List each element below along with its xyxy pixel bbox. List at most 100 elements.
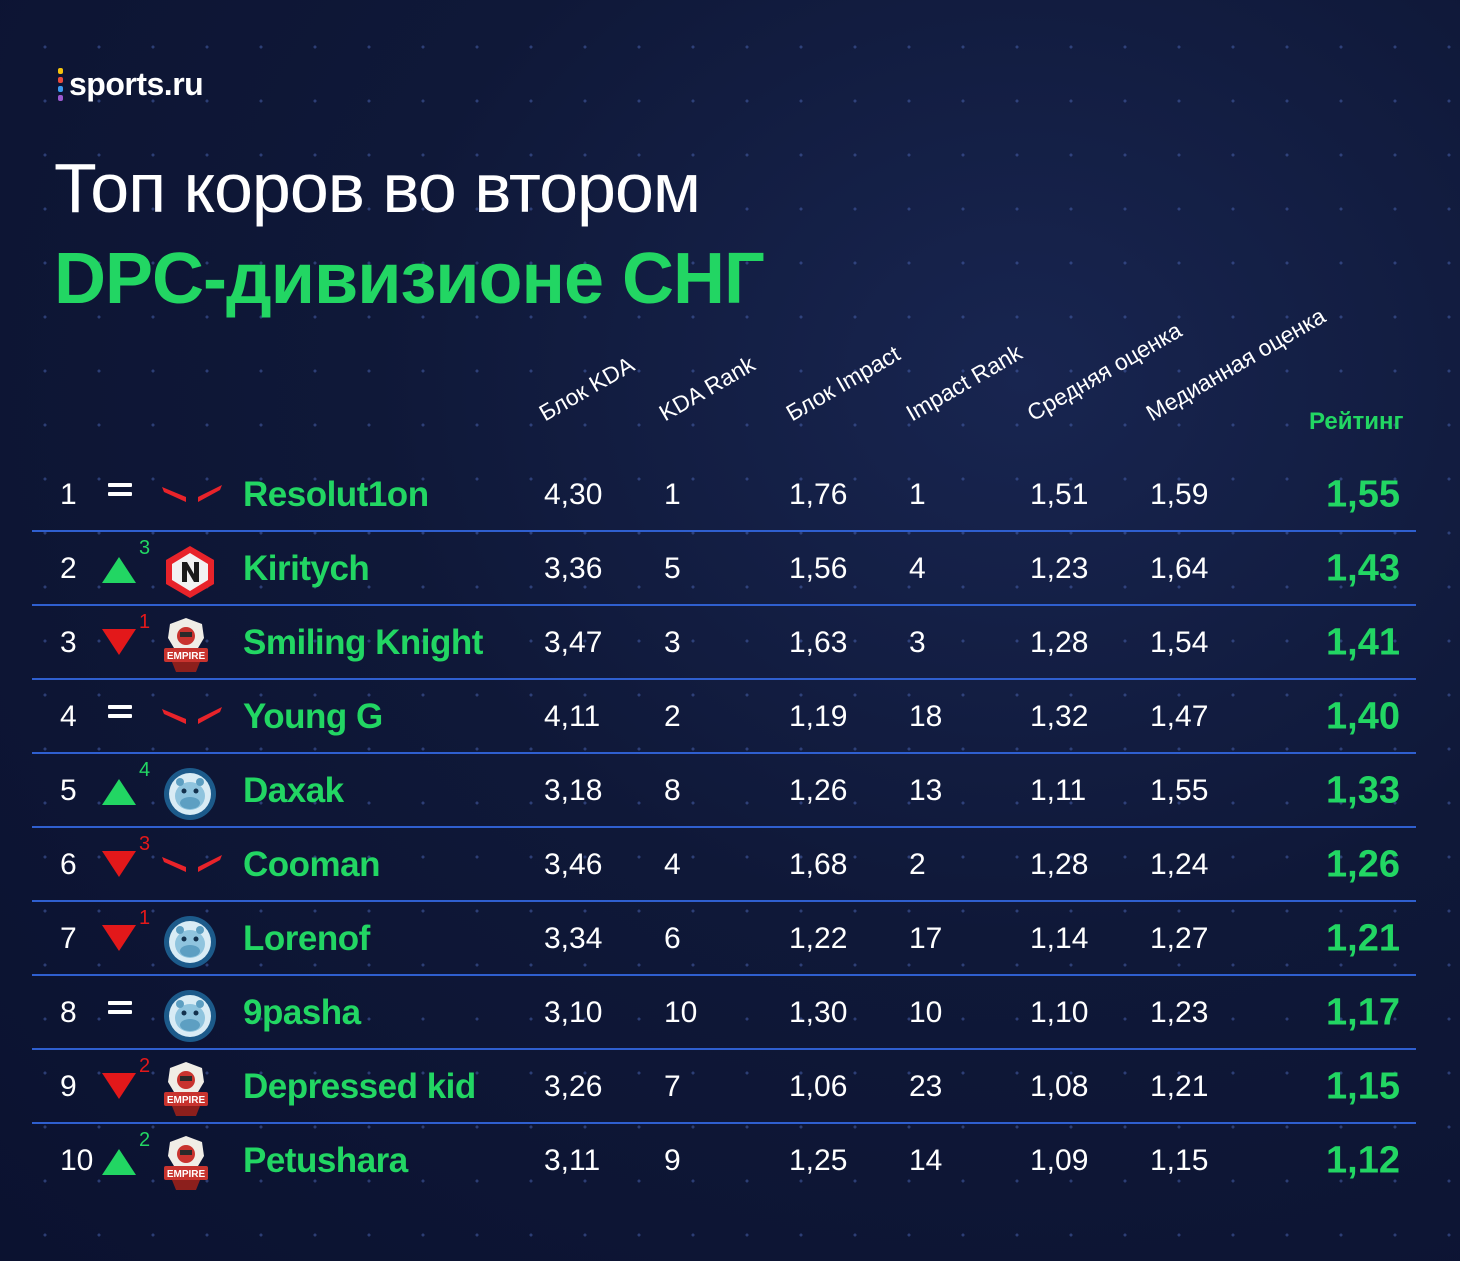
page-title-line1: Топ коров во втором [54, 149, 701, 227]
table-row: 9 2 EMPIRE Depressed kid 3,26 7 1,06 23 1,08 1,21… [32, 1050, 1416, 1124]
row-divider [32, 530, 1416, 532]
rating-value: 1,33 [1326, 769, 1400, 812]
svg-text:EMPIRE: EMPIRE [167, 1169, 206, 1180]
kda-value: 4,30 [544, 478, 603, 511]
rank-change-value: 3 [139, 833, 151, 855]
rank-number: 10 [60, 1144, 94, 1177]
kda-value: 4,11 [544, 700, 601, 733]
sports-ru-logo[interactable]: sports.ru [58, 62, 204, 106]
arrow-down-icon [102, 925, 136, 951]
arrow-down-icon [102, 851, 136, 877]
impact-rank-value: 14 [909, 1144, 943, 1177]
impact-value: 1,68 [789, 848, 848, 881]
row-divider [32, 678, 1416, 680]
kda-rank-value: 5 [664, 552, 681, 585]
table-row: 1 Resolut1on 4,30 1 1,76 1 1,51 1,59 1,55 [32, 458, 1416, 532]
row-divider [32, 1122, 1416, 1124]
kda-value: 3,47 [544, 626, 603, 659]
table-row: 7 1 Lorenof 3,34 6 1,22 17 1,14 1,27 1,21 [32, 902, 1416, 976]
impact-value: 1,26 [789, 774, 848, 807]
median-score-value: 1,24 [1150, 848, 1209, 881]
rank-change: 2 [102, 1055, 162, 1107]
table-row: 4 Young G 4,11 2 1,19 18 1,32 1,47 1,40 [32, 680, 1416, 754]
rank-change-value: 3 [139, 537, 151, 559]
player-name: Resolut1on [243, 475, 429, 514]
player-name: 9pasha [243, 993, 361, 1032]
kda-rank-value: 4 [664, 848, 681, 881]
median-score-value: 1,27 [1150, 922, 1209, 955]
table-row: 5 4 Daxak 3,18 8 1,26 13 1,11 1,55 1,33 [32, 754, 1416, 828]
svg-text:EMPIRE: EMPIRE [167, 651, 206, 662]
rating-value: 1,26 [1326, 843, 1400, 886]
rank-number: 2 [60, 552, 77, 585]
impact-rank-value: 10 [909, 996, 943, 1029]
no-change-icon [108, 999, 132, 1017]
row-divider [32, 974, 1416, 976]
logo-dots-icon [58, 67, 63, 101]
no-change-icon [108, 703, 132, 721]
impact-rank-value: 13 [909, 774, 943, 807]
rank-change: 3 [102, 833, 162, 885]
avg-score-value: 1,14 [1030, 922, 1089, 955]
median-score-value: 1,55 [1150, 774, 1209, 807]
kda-rank-value: 8 [664, 774, 681, 807]
impact-value: 1,76 [789, 478, 848, 511]
impact-value: 1,22 [789, 922, 848, 955]
kda-rank-value: 9 [664, 1144, 681, 1177]
avg-score-value: 1,51 [1030, 478, 1089, 511]
rank-number: 8 [60, 996, 77, 1029]
table-row: 8 9pasha 3,10 10 1,30 10 1,10 1,23 1,17 [32, 976, 1416, 1050]
kda-rank-value: 7 [664, 1070, 681, 1103]
row-divider [32, 1048, 1416, 1050]
impact-value: 1,19 [789, 700, 848, 733]
rank-change [102, 993, 162, 1033]
median-score-value: 1,21 [1150, 1070, 1209, 1103]
rank-change: 1 [102, 907, 162, 959]
kda-value: 3,10 [544, 996, 603, 1029]
kda-rank-value: 2 [664, 700, 681, 733]
rank-number: 9 [60, 1070, 77, 1103]
player-name: Lorenof [243, 919, 370, 958]
rating-value: 1,21 [1326, 917, 1400, 960]
player-name: Kiritych [243, 549, 370, 588]
table-row: 3 1 EMPIRE Smiling Knight 3,47 3 1,63 3 1,28 1,54… [32, 606, 1416, 680]
player-name: Cooman [243, 845, 381, 884]
empire-logo-icon: EMPIRE [162, 1062, 222, 1116]
rating-value: 1,41 [1326, 621, 1400, 664]
rank-change-value: 2 [139, 1055, 151, 1077]
kda-value: 3,34 [544, 922, 603, 955]
navi-logo-icon [162, 544, 222, 598]
rank-change [102, 697, 162, 737]
impact-rank-value: 18 [909, 700, 943, 733]
no-change-icon [108, 481, 132, 499]
row-divider [32, 604, 1416, 606]
rank-change: 3 [102, 537, 162, 589]
arrow-up-icon [102, 779, 136, 805]
rank-change: 2 [102, 1129, 162, 1181]
median-score-value: 1,47 [1150, 700, 1209, 733]
table-row: 10 2 EMPIRE Petushara 3,11 9 1,25 14 1,09 1,15 1,1… [32, 1124, 1416, 1198]
rank-change-value: 1 [139, 611, 151, 633]
player-name: Young G [243, 697, 383, 736]
avg-score-value: 1,28 [1030, 848, 1089, 881]
impact-value: 1,06 [789, 1070, 848, 1103]
median-score-value: 1,54 [1150, 626, 1209, 659]
svg-text:EMPIRE: EMPIRE [167, 1095, 206, 1106]
player-name: Depressed kid [243, 1067, 476, 1106]
kda-value: 3,26 [544, 1070, 603, 1103]
rank-change-value: 4 [139, 759, 151, 781]
impact-rank-value: 4 [909, 552, 926, 585]
impact-rank-value: 1 [909, 478, 926, 511]
player-name: Petushara [243, 1141, 408, 1180]
rank-number: 6 [60, 848, 77, 881]
kda-rank-value: 3 [664, 626, 681, 659]
rank-number: 4 [60, 700, 77, 733]
hippo-logo-icon [162, 766, 222, 820]
vp-logo-icon [162, 470, 222, 520]
arrow-down-icon [102, 629, 136, 655]
row-divider [32, 826, 1416, 828]
rank-change [102, 475, 162, 515]
rating-value: 1,55 [1326, 473, 1400, 516]
median-score-value: 1,59 [1150, 478, 1209, 511]
avg-score-value: 1,32 [1030, 700, 1089, 733]
